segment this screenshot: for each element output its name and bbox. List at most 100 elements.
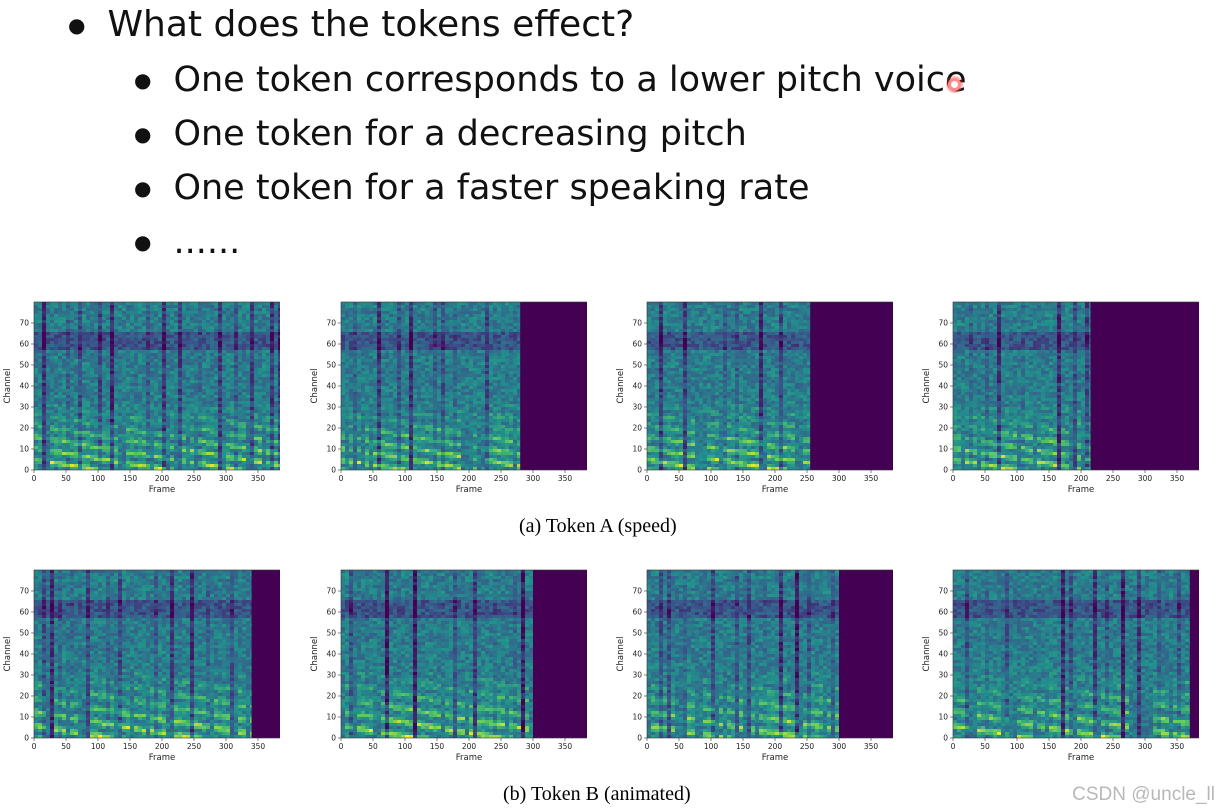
bullet-dot: ● xyxy=(68,13,85,37)
heatmap-cells xyxy=(341,570,533,738)
x-tick-label: 250 xyxy=(1106,474,1121,483)
x-tick-label: 100 xyxy=(398,742,413,751)
y-tick-label: 60 xyxy=(19,608,29,617)
y-tick-label: 40 xyxy=(19,650,29,659)
spectrogram-svg: 050100150200250300350400010203040506070F… xyxy=(310,301,587,495)
spectrogram-svg: 050100150200250300350400010203040506070F… xyxy=(922,569,1199,763)
y-tick-label: 10 xyxy=(326,713,336,722)
x-tick-label: 250 xyxy=(187,742,202,751)
y-axis-label: Channel xyxy=(3,637,13,672)
x-axis-label: Frame xyxy=(456,753,482,763)
y-tick-label: 30 xyxy=(326,671,336,680)
x-tick-label: 100 xyxy=(704,742,719,751)
y-tick-label: 40 xyxy=(938,650,948,659)
bullet-item-text: One token for a decreasing pitch xyxy=(173,114,746,154)
x-tick-label: 150 xyxy=(1042,474,1057,483)
y-tick-label: 50 xyxy=(326,629,336,638)
x-tick-label: 200 xyxy=(768,742,783,751)
x-axis-label: Frame xyxy=(762,753,788,763)
x-axis-label: Frame xyxy=(456,485,482,495)
bullet-dot: ● xyxy=(134,176,151,200)
y-tick-label: 50 xyxy=(326,361,336,370)
x-tick-label: 350 xyxy=(558,474,573,483)
x-tick-label: 50 xyxy=(61,474,71,483)
x-tick-label: 300 xyxy=(219,742,234,751)
x-tick-label: 50 xyxy=(674,474,684,483)
y-axis-label: Channel xyxy=(922,637,932,672)
y-tick-label: 0 xyxy=(331,466,336,475)
y-tick-label: 20 xyxy=(632,692,642,701)
x-tick-label: 200 xyxy=(1074,742,1089,751)
x-tick-label: 250 xyxy=(494,474,509,483)
y-tick-label: 60 xyxy=(326,608,336,617)
heatmap-cells xyxy=(647,302,811,470)
y-tick-label: 40 xyxy=(326,382,336,391)
y-tick-label: 30 xyxy=(938,403,948,412)
bullet-item-text: ...... xyxy=(173,222,240,262)
y-tick-label: 0 xyxy=(637,734,642,743)
y-tick-label: 40 xyxy=(19,382,29,391)
x-tick-label: 100 xyxy=(398,474,413,483)
y-tick-label: 70 xyxy=(326,587,336,596)
figure-caption-b: (b) Token B (animated) xyxy=(503,783,691,806)
figure-caption-a: (a) Token A (speed) xyxy=(519,515,677,538)
x-tick-label: 250 xyxy=(187,474,202,483)
bullet-item-text: One token corresponds to a lower pitch v… xyxy=(173,60,966,100)
bullet-item-text: One token for a faster speaking rate xyxy=(173,168,809,208)
x-tick-label: 0 xyxy=(339,474,344,483)
x-tick-label: 350 xyxy=(251,474,266,483)
y-tick-label: 30 xyxy=(938,671,948,680)
x-tick-label: 100 xyxy=(91,742,106,751)
bullet-dot: ● xyxy=(134,230,151,254)
y-tick-label: 20 xyxy=(938,692,948,701)
spectrogram-panel: 050100150200250300350400010203040506070F… xyxy=(0,298,280,498)
x-tick-label: 0 xyxy=(645,474,650,483)
y-tick-label: 50 xyxy=(938,629,948,638)
x-tick-label: 150 xyxy=(736,742,751,751)
y-tick-label: 40 xyxy=(632,382,642,391)
x-tick-label: 0 xyxy=(645,742,650,751)
x-tick-label: 100 xyxy=(704,474,719,483)
y-tick-label: 20 xyxy=(19,424,29,433)
bullet-item: ● One token for a faster speaking rate xyxy=(134,168,810,208)
x-tick-label: 300 xyxy=(1138,474,1153,483)
y-axis-label: Channel xyxy=(616,637,626,672)
x-tick-label: 0 xyxy=(339,742,344,751)
y-tick-label: 60 xyxy=(632,340,642,349)
x-tick-label: 350 xyxy=(864,474,879,483)
y-axis-label: Channel xyxy=(310,637,320,672)
y-tick-label: 20 xyxy=(938,424,948,433)
x-tick-label: 300 xyxy=(832,742,847,751)
bullet-item: ● One token corresponds to a lower pitch… xyxy=(134,60,967,100)
heading-text: What does the tokens effect? xyxy=(107,4,634,45)
y-tick-label: 20 xyxy=(326,692,336,701)
y-tick-label: 50 xyxy=(19,361,29,370)
y-tick-label: 0 xyxy=(637,466,642,475)
heatmap-cells xyxy=(341,302,521,470)
y-tick-label: 0 xyxy=(24,734,29,743)
heatmap-cells xyxy=(953,302,1091,470)
y-tick-label: 0 xyxy=(331,734,336,743)
y-tick-label: 60 xyxy=(326,340,336,349)
y-tick-label: 70 xyxy=(938,587,948,596)
x-tick-label: 0 xyxy=(951,742,956,751)
y-tick-label: 30 xyxy=(326,403,336,412)
x-tick-label: 300 xyxy=(832,474,847,483)
y-tick-label: 10 xyxy=(632,713,642,722)
x-axis-label: Frame xyxy=(1068,753,1094,763)
x-axis-label: Frame xyxy=(149,485,175,495)
x-tick-label: 50 xyxy=(980,474,990,483)
y-tick-label: 70 xyxy=(19,587,29,596)
y-tick-label: 30 xyxy=(632,403,642,412)
x-tick-label: 0 xyxy=(32,474,37,483)
x-tick-label: 100 xyxy=(1010,742,1025,751)
spectrogram-svg: 050100150200250300350400010203040506070F… xyxy=(616,569,893,763)
y-tick-label: 70 xyxy=(632,587,642,596)
bullet-item: ● ...... xyxy=(134,222,240,262)
x-tick-label: 150 xyxy=(736,474,751,483)
spectrogram-panel: 050100150200250300350400010203040506070F… xyxy=(919,566,1199,766)
y-tick-label: 20 xyxy=(19,692,29,701)
bullet-dot: ● xyxy=(134,122,151,146)
x-axis-label: Frame xyxy=(149,753,175,763)
spectrogram-panel: 050100150200250300350400010203040506070F… xyxy=(307,566,587,766)
